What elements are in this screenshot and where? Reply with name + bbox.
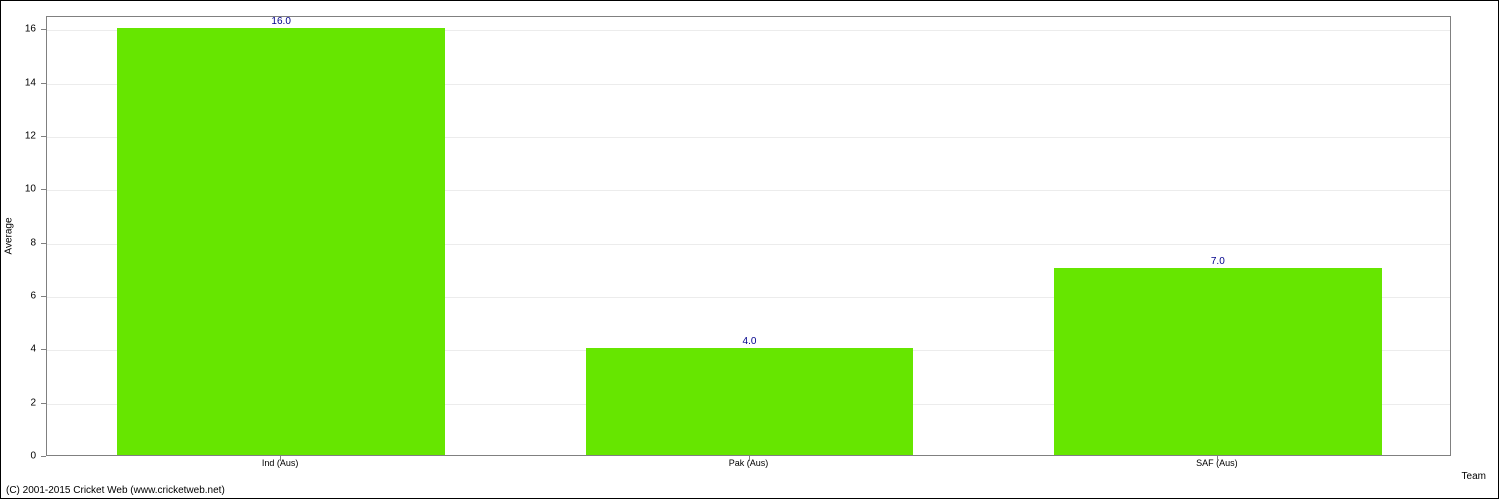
y-tick-label: 8 — [30, 237, 36, 248]
y-tick-label: 14 — [25, 77, 36, 88]
x-tick — [280, 456, 281, 461]
y-tick — [41, 189, 46, 190]
y-tick — [41, 29, 46, 30]
bar-ind-aus- — [117, 28, 445, 455]
y-tick-label: 4 — [30, 344, 36, 355]
y-tick-label: 16 — [25, 24, 36, 35]
x-tick — [1217, 456, 1218, 461]
y-tick — [41, 349, 46, 350]
y-tick — [41, 296, 46, 297]
copyright-text: (C) 2001-2015 Cricket Web (www.cricketwe… — [6, 485, 225, 496]
y-tick-label: 6 — [30, 291, 36, 302]
y-tick — [41, 83, 46, 84]
bar-value-label: 7.0 — [1211, 256, 1225, 267]
y-tick-label: 2 — [30, 397, 36, 408]
x-tick — [749, 456, 750, 461]
plot-area: 16.0 4.0 7.0 — [46, 16, 1451, 456]
y-tick — [41, 456, 46, 457]
y-axis-title: Average — [4, 217, 15, 254]
y-tick — [41, 243, 46, 244]
chart-frame: 16.04.07.0 Average Team 0246810121416 In… — [0, 0, 1499, 499]
x-axis-title: Team — [1462, 471, 1486, 482]
bar-value-label: 4.0 — [743, 336, 757, 347]
y-tick — [41, 403, 46, 404]
y-tick-label: 0 — [30, 451, 36, 462]
bar-saf-aus- — [1054, 268, 1382, 455]
bar-value-label: 16.0 — [271, 16, 290, 27]
y-tick-label: 10 — [25, 184, 36, 195]
bar-pak-aus- — [586, 348, 914, 455]
y-tick-label: 12 — [25, 131, 36, 142]
y-tick — [41, 136, 46, 137]
